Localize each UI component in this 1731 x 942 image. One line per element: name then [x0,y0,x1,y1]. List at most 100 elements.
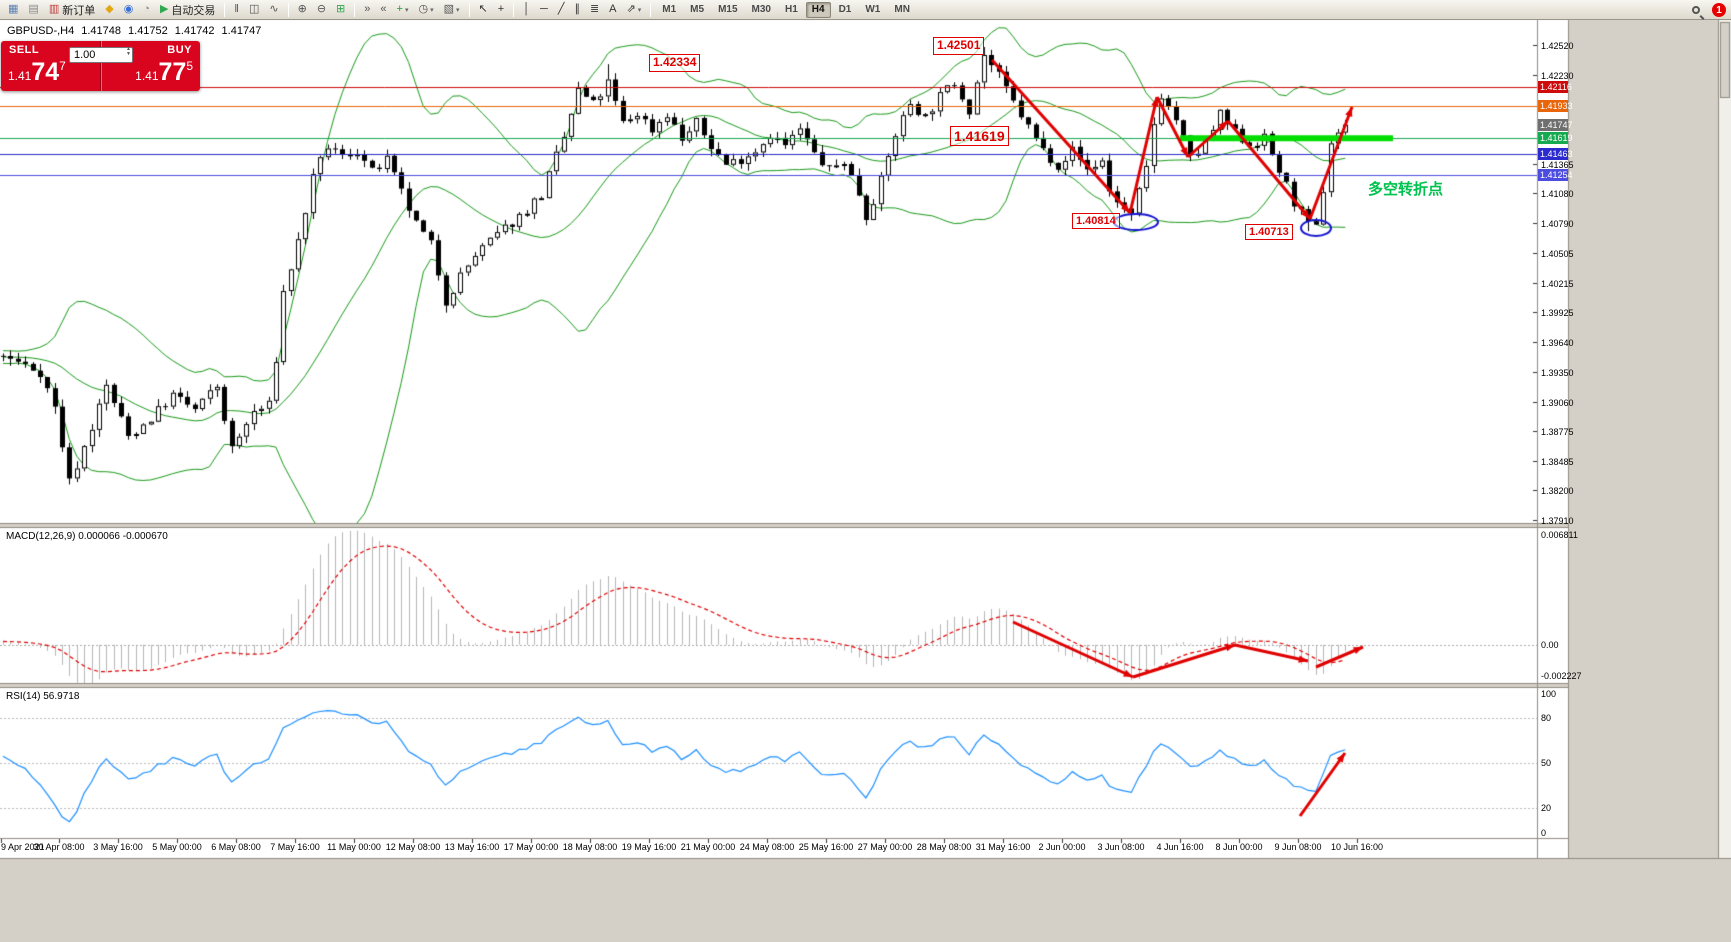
zoom-in-icon[interactable]: ⊕ [294,1,311,18]
price-scale-marker: 1.42116 [1538,80,1572,93]
price-scale-marker: 1.41254 [1538,169,1573,182]
autotrade-button: ▶ [159,3,169,15]
chevron-down-icon: ▾ [455,6,460,14]
time-axis-label: 11 May 00:00 [327,842,381,852]
stepper-up-icon[interactable]: ▲ [126,46,131,52]
buy-button[interactable]: BUY 1.41775 [100,41,201,91]
price-scale-label: 1.40790 [1541,219,1574,230]
tile-windows-icon: ⊞ [336,3,346,15]
open-price: 1.41748 [81,25,122,37]
tile-windows-icon[interactable]: ⊞ [332,1,349,18]
turning-point-note[interactable]: 多空转折点 [1368,181,1444,198]
sell-button[interactable]: SELL 1.41747 [1,41,101,91]
support-chat-icon: ◉ [123,3,134,15]
time-axis-label: 12 May 08:00 [385,842,441,852]
new-order-button[interactable]: ▥ 新订单 [45,1,99,18]
toolbar-separator [224,2,226,17]
timeframe-m1-button[interactable]: M1 [662,4,677,15]
lot-stepper[interactable]: ▲ ▼ [126,47,131,57]
macd-indicator-label: MACD(12,26,9) 0.000066 -0.000670 [6,531,168,542]
timeframe-w1-button[interactable]: W1 [865,4,881,15]
timeframe-mn-button[interactable]: MN [894,4,910,15]
price-scale-label: 1.38775 [1541,426,1574,437]
macd-scale-max: 0.006811 [1541,530,1578,540]
buy-label: BUY [167,44,192,56]
zoom-out-icon[interactable]: ⊖ [313,1,330,18]
sell-price: 1.41747 [8,58,66,87]
stepper-down-icon[interactable]: ▼ [126,51,131,57]
timeframe-m5-button[interactable]: M5 [690,4,705,15]
vertical-line-icon[interactable]: │ [519,1,534,18]
crosshair-icon[interactable]: + [494,1,508,18]
chart-price-annotation[interactable]: 1.42501 [933,37,985,55]
new-chart-icon[interactable]: ▦ [4,1,22,18]
new-order-button: ▥ [48,3,60,15]
candlestick-chart-icon: ◫ [248,3,260,15]
cursor-icon: ↖ [478,3,488,15]
zoom-in-icon: ⊕ [297,3,307,15]
time-axis-label: 2 Jun 00:00 [1038,842,1086,852]
rsi-scale-label: 80 [1541,713,1552,723]
timeframe-d1-button[interactable]: D1 [838,4,852,15]
community-icon[interactable]: ◔ [139,1,154,18]
bar-chart-icon[interactable]: ‖ [230,1,243,18]
indicators-add-icon[interactable]: + ▾ [393,1,413,18]
chart-price-annotation[interactable]: 1.42334 [649,54,701,72]
time-axis-label: 3 May 16:00 [93,842,143,852]
text-icon[interactable]: A [605,1,620,18]
arrows-icon[interactable]: ⇗ ▾ [623,1,646,18]
time-axis-label: 27 May 00:00 [857,842,913,852]
timeframe-h1-button[interactable]: H1 [784,4,798,15]
price-scale-label: 1.38200 [1541,486,1574,497]
sell-price-big: 74 [31,58,60,86]
timeframe-m30-button[interactable]: M30 [751,4,771,15]
sell-price-sup: 7 [59,59,66,73]
channel-icon[interactable]: ∥ [570,1,584,18]
zoom-out-icon: ⊖ [316,3,327,15]
fibonacci-icon[interactable]: ≣ [586,1,603,18]
chart-price-annotation[interactable]: 1.40713 [1245,224,1293,241]
horizontal-line-icon[interactable]: ─ [536,1,552,18]
time-axis-label: 5 May 00:00 [152,842,202,852]
lot-size-input[interactable] [69,47,133,63]
channel-icon: ∥ [574,3,580,15]
timeframe-m15-button[interactable]: M15 [718,4,738,15]
chart-shift-icon: « [380,3,387,15]
toolbar-separator [468,2,470,17]
toolbar-separator [513,2,515,17]
price-scale-marker: 1.41747 [1538,118,1573,131]
buy-price-sup: 5 [186,59,193,73]
toolbar-separator [287,2,289,17]
new-order-button-label: 新订单 [62,4,96,17]
profiles-icon[interactable]: ▤ [24,1,42,18]
macd-scale-zero: 0.00 [1541,639,1559,650]
chart-price-annotation[interactable]: 1.40814 [1072,213,1120,230]
autotrade-button[interactable]: ▶ 自动交易 [156,1,219,18]
time-axis-label: 28 May 08:00 [916,842,972,852]
search-icon[interactable] [1692,6,1700,14]
support-chat-icon[interactable]: ◉ [120,1,138,18]
time-axis-label: 8 Jun 00:00 [1215,842,1263,852]
line-chart-icon[interactable]: ∿ [265,1,282,18]
rsi-scale-label: 50 [1541,758,1552,768]
auto-scroll-icon[interactable]: » [360,1,374,18]
chart-price-annotation[interactable]: 1.41619 [950,126,1009,147]
chart-shift-icon[interactable]: « [376,1,390,18]
time-axis-label: 4 Jun 16:00 [1156,842,1204,852]
profiles-icon: ▤ [28,3,39,15]
templates-icon: ▧ [443,3,454,15]
trendline-icon[interactable]: ╱ [554,1,569,18]
price-scale-label: 1.40215 [1541,278,1574,289]
candlestick-chart-icon[interactable]: ◫ [245,1,263,18]
deposit-icon[interactable]: ◆ [101,1,117,18]
time-axis-label: 30 Apr 08:00 [33,842,85,852]
periods-icon[interactable]: ◷ ▾ [414,1,437,18]
timeframe-h4-button[interactable]: H4 [805,1,831,18]
chart-symbol-info: GBPUSD-,H4 1.41748 1.41752 1.41742 1.417… [7,25,261,37]
notification-badge[interactable]: 1 [1712,3,1726,17]
cursor-icon[interactable]: ↖ [475,1,492,18]
templates-icon[interactable]: ▧ ▾ [440,1,464,18]
horizontal-line-icon: ─ [540,3,548,15]
